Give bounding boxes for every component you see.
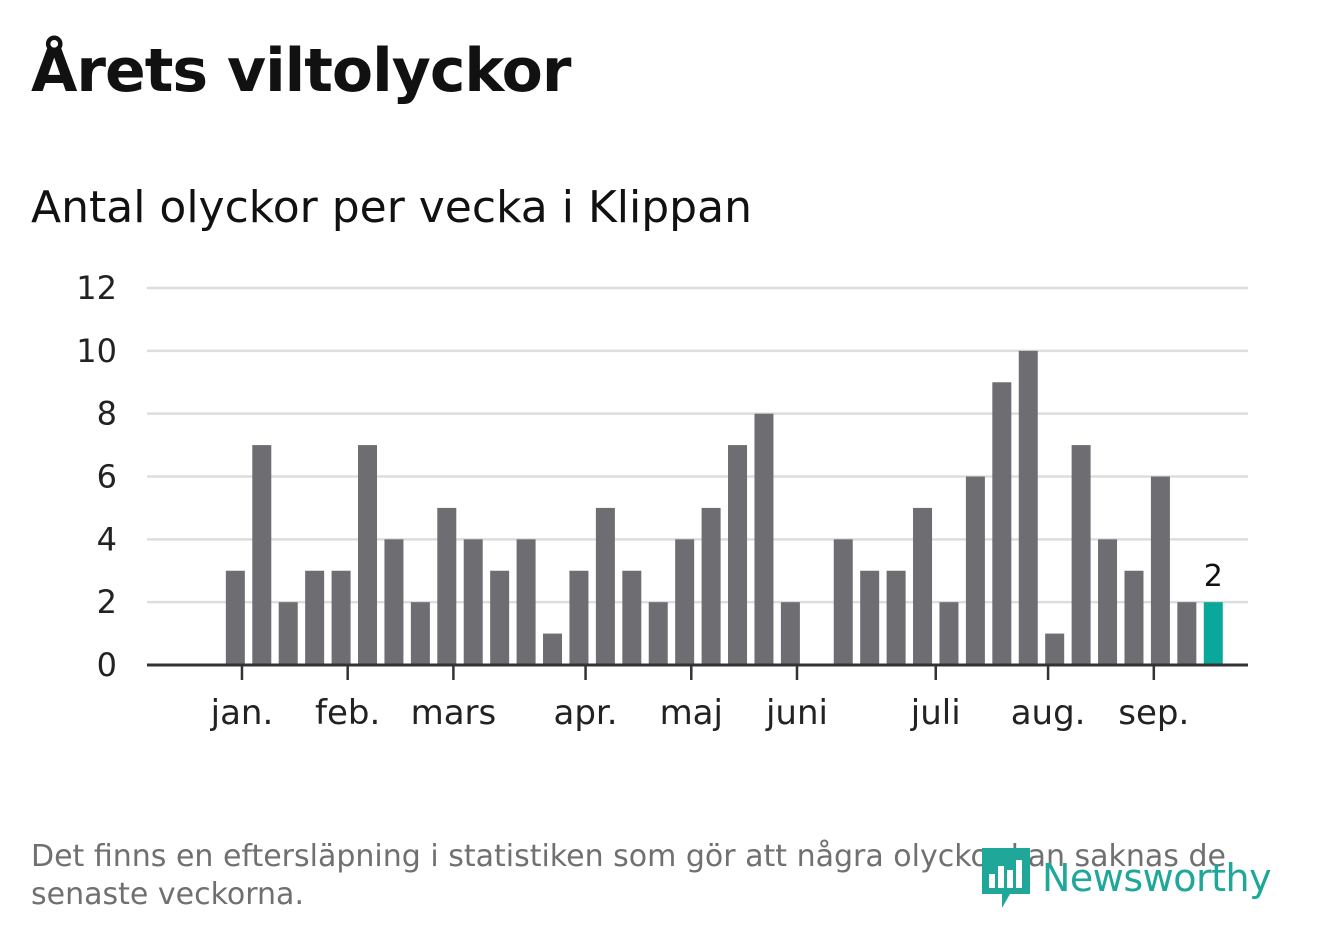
bar <box>675 539 695 665</box>
bar <box>728 445 748 665</box>
bar <box>860 570 880 665</box>
bar <box>252 445 272 665</box>
x-tick-label: juni <box>765 693 828 733</box>
bar <box>648 602 668 665</box>
x-tick-label: sep. <box>1118 693 1189 733</box>
brand-name: Newsworthy <box>1042 856 1272 900</box>
bar <box>886 570 906 665</box>
bars <box>225 350 1223 665</box>
y-axis-ticks: 0 2 4 6 8 10 12 <box>76 269 117 684</box>
bar <box>1071 445 1091 665</box>
x-axis: jan. feb. mars apr. maj juni juli aug. sep. <box>147 663 1248 733</box>
bar <box>992 382 1012 665</box>
gridlines <box>147 286 1248 604</box>
bar <box>622 570 642 665</box>
bar <box>595 507 615 665</box>
bar <box>463 539 483 665</box>
bar <box>331 570 351 665</box>
bar <box>490 570 510 665</box>
x-tick-label: feb. <box>315 693 380 733</box>
bar <box>1150 476 1170 665</box>
bar <box>305 570 325 665</box>
bar <box>701 507 721 665</box>
bar <box>437 507 457 665</box>
bar <box>1045 633 1065 665</box>
bar <box>965 476 985 665</box>
bar <box>939 602 959 665</box>
x-tick-label: aug. <box>1011 693 1086 733</box>
y-tick-label: 12 <box>76 269 117 307</box>
x-tick-label: maj <box>660 693 723 733</box>
bar-highlight <box>1203 602 1223 665</box>
bar <box>833 539 853 665</box>
y-tick-label: 4 <box>97 520 117 558</box>
bar <box>913 507 933 665</box>
y-tick-label: 8 <box>97 395 117 433</box>
x-tick-label: mars <box>411 693 497 733</box>
x-tick-label: jan. <box>210 693 274 733</box>
bar <box>543 633 563 665</box>
chart-subtitle: Antal olyckor per vecka i Klippan <box>31 182 752 233</box>
bar-chart: 0 2 4 6 8 10 12 jan. feb. mars apr. maj juni juli aug… <box>76 269 1248 733</box>
bar <box>754 413 774 665</box>
bar <box>384 539 404 665</box>
y-tick-label: 10 <box>76 332 117 370</box>
bar <box>516 539 536 665</box>
x-tick-label: juli <box>910 693 961 733</box>
bar <box>1018 350 1038 665</box>
bar <box>358 445 378 665</box>
highlight-value-label: 2 <box>1204 559 1223 594</box>
bar <box>569 570 589 665</box>
newsworthy-logo[interactable]: Newsworthy <box>980 846 1272 910</box>
bar <box>1177 602 1197 665</box>
chart-title: Årets viltolyckor <box>31 36 571 106</box>
bar <box>410 602 430 665</box>
bar <box>780 602 800 665</box>
bar <box>225 570 245 665</box>
x-tick-label: apr. <box>554 693 618 733</box>
bar-chart-bubble-icon <box>982 848 1030 908</box>
bar <box>1124 570 1144 665</box>
bar <box>278 602 298 665</box>
bar <box>1098 539 1118 665</box>
y-tick-label: 0 <box>97 646 117 684</box>
data-labels: 2 <box>1204 559 1223 594</box>
y-tick-label: 2 <box>97 583 117 621</box>
y-tick-label: 6 <box>97 458 117 496</box>
